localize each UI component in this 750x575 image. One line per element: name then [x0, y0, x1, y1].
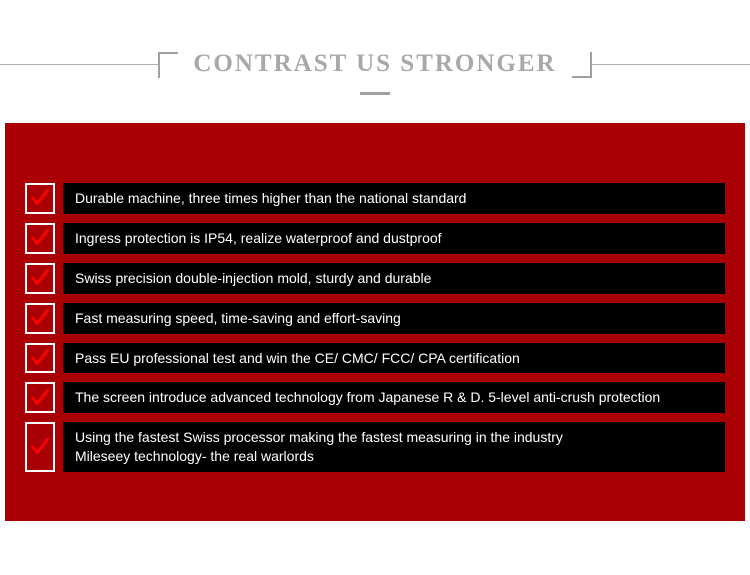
bracket-left: [158, 52, 178, 78]
feature-label: Durable machine, three times higher than…: [75, 189, 713, 208]
title-text: CONTRAST US STRONGER: [193, 50, 556, 77]
feature-label: Pass EU professional test and win the CE…: [75, 349, 713, 368]
feature-label: Ingress protection is IP54, realize wate…: [75, 229, 713, 248]
feature-text: Durable machine, three times higher than…: [63, 183, 725, 214]
rule-right: [592, 64, 750, 65]
feature-panel: Durable machine, three times higher than…: [5, 123, 745, 521]
checkmark-icon: [25, 223, 55, 254]
feature-row: Using the fastest Swiss processor making…: [25, 422, 725, 472]
feature-label: The screen introduce advanced technology…: [75, 388, 713, 407]
feature-row: Swiss precision double-injection mold, s…: [25, 263, 725, 294]
feature-text: The screen introduce advanced technology…: [63, 382, 725, 413]
feature-text: Fast measuring speed, time-saving and ef…: [63, 303, 725, 334]
checkmark-icon: [25, 303, 55, 334]
feature-text: Using the fastest Swiss processor making…: [63, 422, 725, 472]
feature-text: Pass EU professional test and win the CE…: [63, 343, 725, 374]
bracket-right: [572, 52, 592, 78]
feature-text: Ingress protection is IP54, realize wate…: [63, 223, 725, 254]
checkmark-icon: [25, 263, 55, 294]
feature-label: Swiss precision double-injection mold, s…: [75, 269, 713, 288]
checkmark-icon: [25, 343, 55, 374]
header: CONTRAST US STRONGER: [0, 0, 750, 95]
checkmark-icon: [25, 422, 55, 472]
feature-text: Swiss precision double-injection mold, s…: [63, 263, 725, 294]
page-title: CONTRAST US STRONGER: [158, 50, 591, 78]
feature-label: Using the fastest Swiss processor making…: [75, 428, 713, 466]
feature-row: Fast measuring speed, time-saving and ef…: [25, 303, 725, 334]
checkmark-icon: [25, 183, 55, 214]
feature-row: Pass EU professional test and win the CE…: [25, 343, 725, 374]
feature-row: Ingress protection is IP54, realize wate…: [25, 223, 725, 254]
title-underline: [360, 92, 390, 95]
feature-row: The screen introduce advanced technology…: [25, 382, 725, 413]
feature-row: Durable machine, three times higher than…: [25, 183, 725, 214]
feature-label: Fast measuring speed, time-saving and ef…: [75, 309, 713, 328]
rule-left: [0, 64, 158, 65]
checkmark-icon: [25, 382, 55, 413]
